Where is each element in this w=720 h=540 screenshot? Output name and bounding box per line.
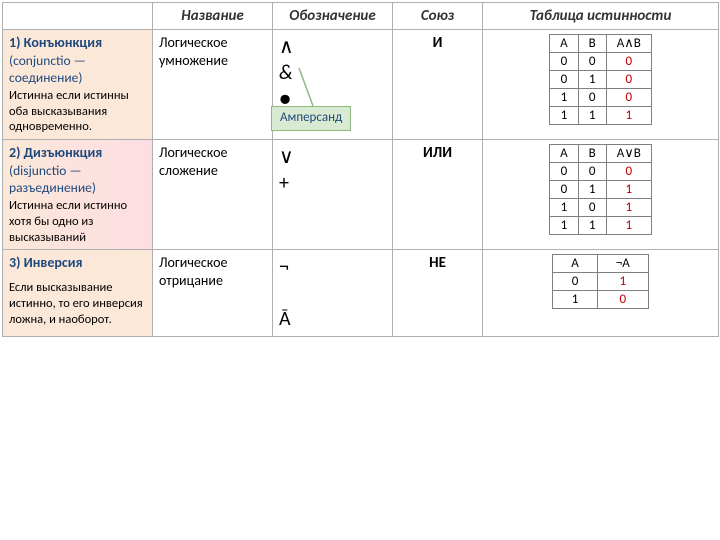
inv-opname-cell: Логическое отрицание — [153, 250, 273, 337]
conj-title: Конъюнкция — [24, 34, 102, 51]
conj-opname-cell: Логическое умножение — [153, 30, 273, 140]
disj-notation: ∨ + — [279, 144, 386, 196]
header-union: Союз — [393, 3, 483, 30]
disj-left: 2) Дизъюнкция (disjunctio — разъединение… — [3, 140, 153, 250]
td: 1 — [578, 71, 606, 89]
disj-latin1: (disjunctio — — [9, 162, 146, 179]
td: 1 — [550, 107, 579, 125]
disj-opname: Логическое сложение — [159, 144, 266, 180]
td: 1 — [606, 217, 651, 235]
td: 0 — [550, 181, 579, 199]
inv-desc: Если высказывание истинно, то его инверс… — [9, 280, 146, 327]
disj-truth-table: A B A∨B 000 011 101 111 — [549, 144, 652, 235]
th: B — [578, 145, 606, 163]
disj-latin2: разъединение) — [9, 179, 146, 196]
td: 0 — [606, 89, 651, 107]
th: A∨B — [606, 145, 651, 163]
td: 0 — [597, 291, 648, 309]
th: A — [550, 145, 579, 163]
inv-notation: ¬ Ā — [279, 254, 386, 332]
conj-sym-1: ∧ — [279, 34, 386, 60]
header-row: Название Обозначение Союз Таблица истинн… — [3, 3, 719, 30]
disj-notation-cell: ∨ + — [273, 140, 393, 250]
disj-opname-cell: Логическое сложение — [153, 140, 273, 250]
conj-truth-cell: A B A∧B 000 010 100 111 — [483, 30, 719, 140]
conj-truth-table: A B A∧B 000 010 100 111 — [549, 34, 652, 125]
td: 0 — [550, 53, 579, 71]
header-truth: Таблица истинности — [483, 3, 719, 30]
th: A — [553, 255, 598, 273]
disj-desc: Истинна если истинно хотя бы одно из выс… — [9, 198, 146, 245]
conj-latin1: (conjunctio — — [9, 52, 146, 69]
conj-latin2: соединение) — [9, 69, 146, 86]
td: 1 — [597, 273, 648, 291]
ampersand-callout: Амперсанд — [271, 106, 351, 131]
td: 1 — [550, 89, 579, 107]
inv-spacer — [279, 280, 386, 306]
header-name: Название — [153, 3, 273, 30]
td: 1 — [578, 181, 606, 199]
td: 0 — [578, 53, 606, 71]
row-inversion: 3) Инверсия Если высказывание истинно, т… — [3, 250, 719, 337]
inv-truth-cell: A ¬A 01 10 — [483, 250, 719, 337]
inv-opname: Логическое отрицание — [159, 254, 266, 290]
td: 1 — [606, 107, 651, 125]
td: 0 — [578, 199, 606, 217]
td: 1 — [606, 181, 651, 199]
inv-num: 3) — [9, 254, 20, 271]
conj-union: И — [393, 30, 483, 140]
header-empty — [3, 3, 153, 30]
inv-left: 3) Инверсия Если высказывание истинно, т… — [3, 250, 153, 337]
td: 1 — [550, 217, 579, 235]
inv-truth-table: A ¬A 01 10 — [552, 254, 649, 309]
td: 0 — [553, 273, 598, 291]
inv-sym-1: ¬ — [279, 254, 386, 280]
disj-title: Дизъюнкция — [24, 144, 103, 161]
td: 1 — [553, 291, 598, 309]
disj-sym-2: + — [279, 170, 386, 196]
disj-truth-cell: A B A∨B 000 011 101 111 — [483, 140, 719, 250]
conj-opname: Логическое умножение — [159, 34, 266, 70]
inv-title: Инверсия — [24, 254, 83, 271]
td: 0 — [606, 163, 651, 181]
td: 0 — [606, 53, 651, 71]
td: 0 — [606, 71, 651, 89]
conj-left: 1) Конъюнкция (conjunctio — соединение) … — [3, 30, 153, 140]
inv-union: НЕ — [393, 250, 483, 337]
row-conjunction: 1) Конъюнкция (conjunctio — соединение) … — [3, 30, 719, 140]
td: 1 — [550, 199, 579, 217]
logic-operations-table: Название Обозначение Союз Таблица истинн… — [2, 2, 719, 337]
disj-union: ИЛИ — [393, 140, 483, 250]
th: B — [578, 35, 606, 53]
th: A — [550, 35, 579, 53]
td: 1 — [578, 107, 606, 125]
row-disjunction: 2) Дизъюнкция (disjunctio — разъединение… — [3, 140, 719, 250]
td: 0 — [550, 71, 579, 89]
td: 0 — [578, 89, 606, 107]
th: A∧B — [606, 35, 651, 53]
disj-num: 2) — [9, 144, 20, 161]
conj-desc: Истинна если истинны оба высказывания од… — [9, 88, 146, 135]
conj-num: 1) — [9, 34, 20, 51]
th: ¬A — [597, 255, 648, 273]
td: 0 — [578, 163, 606, 181]
td: 1 — [578, 217, 606, 235]
conj-notation-cell: ∧ & ● Амперсанд — [273, 30, 393, 140]
conj-sym-2: & — [279, 60, 386, 86]
disj-sym-1: ∨ — [279, 144, 386, 170]
td: 0 — [550, 163, 579, 181]
td: 1 — [606, 199, 651, 217]
inv-notation-cell: ¬ Ā — [273, 250, 393, 337]
inv-sym-3: Ā — [279, 306, 386, 332]
conj-notation: ∧ & ● Амперсанд — [279, 34, 386, 112]
header-notation: Обозначение — [273, 3, 393, 30]
